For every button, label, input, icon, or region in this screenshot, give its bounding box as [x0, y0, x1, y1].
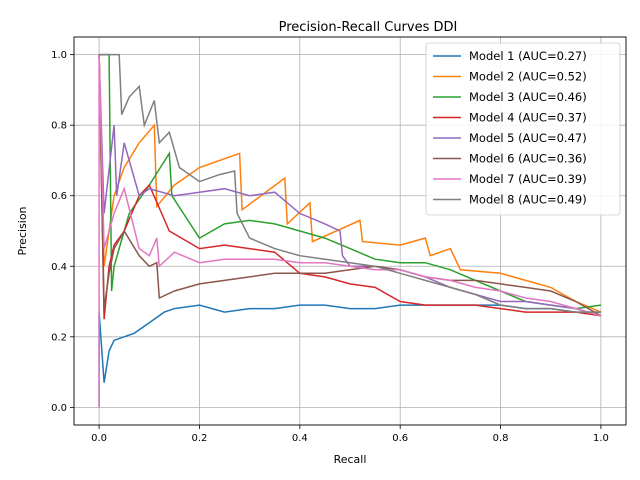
series-lines	[98, 53, 602, 408]
legend-label: Model 5 (AUC=0.47)	[469, 131, 587, 145]
series-line-model-7	[98, 54, 602, 408]
legend-label: Model 8 (AUC=0.49)	[469, 193, 587, 207]
y-tick-label: 0.8	[51, 121, 67, 132]
x-tick-label: 0.6	[392, 433, 408, 444]
x-tick-label: 1.0	[593, 433, 609, 444]
x-axis-label: Recall	[334, 453, 367, 466]
series-line-model-8	[99, 53, 601, 313]
legend-label: Model 1 (AUC=0.27)	[469, 49, 587, 63]
y-tick-label: 0.0	[51, 403, 67, 414]
series-line-model-1	[98, 304, 601, 408]
legend-box	[425, 42, 621, 216]
legend-label: Model 2 (AUC=0.52)	[469, 70, 587, 84]
x-tick-label: 0.0	[91, 433, 107, 444]
y-tick-label: 0.4	[51, 262, 67, 273]
x-tick-label: 0.4	[292, 433, 308, 444]
series-line-model-5	[98, 54, 602, 317]
series-line-model-6	[98, 54, 602, 317]
legend-label: Model 7 (AUC=0.39)	[469, 172, 587, 186]
y-axis-label: Precision	[16, 206, 29, 255]
legend: Model 1 (AUC=0.27) Model 2 (AUC=0.52) Mode…	[425, 42, 621, 216]
legend-label: Model 6 (AUC=0.36)	[469, 152, 587, 166]
legend-label: Model 4 (AUC=0.37)	[469, 111, 587, 125]
plot-frame	[73, 36, 627, 426]
y-tick-label: 1.0	[51, 50, 67, 61]
y-tick-label: 0.2	[51, 332, 67, 343]
chart-title: Precision-Recall Curves DDI	[279, 20, 458, 35]
x-tick-label: 0.8	[493, 433, 509, 444]
ticks: 0.0 0.2 0.4 0.6 0.8 1.0 0.0 0.2 0.4 0.6 0.8 1.0	[51, 50, 609, 444]
y-tick-label: 0.6	[51, 191, 67, 202]
x-tick-label: 0.2	[192, 433, 208, 444]
series-line-model-2	[98, 54, 602, 313]
legend-label: Model 3 (AUC=0.46)	[469, 90, 587, 104]
